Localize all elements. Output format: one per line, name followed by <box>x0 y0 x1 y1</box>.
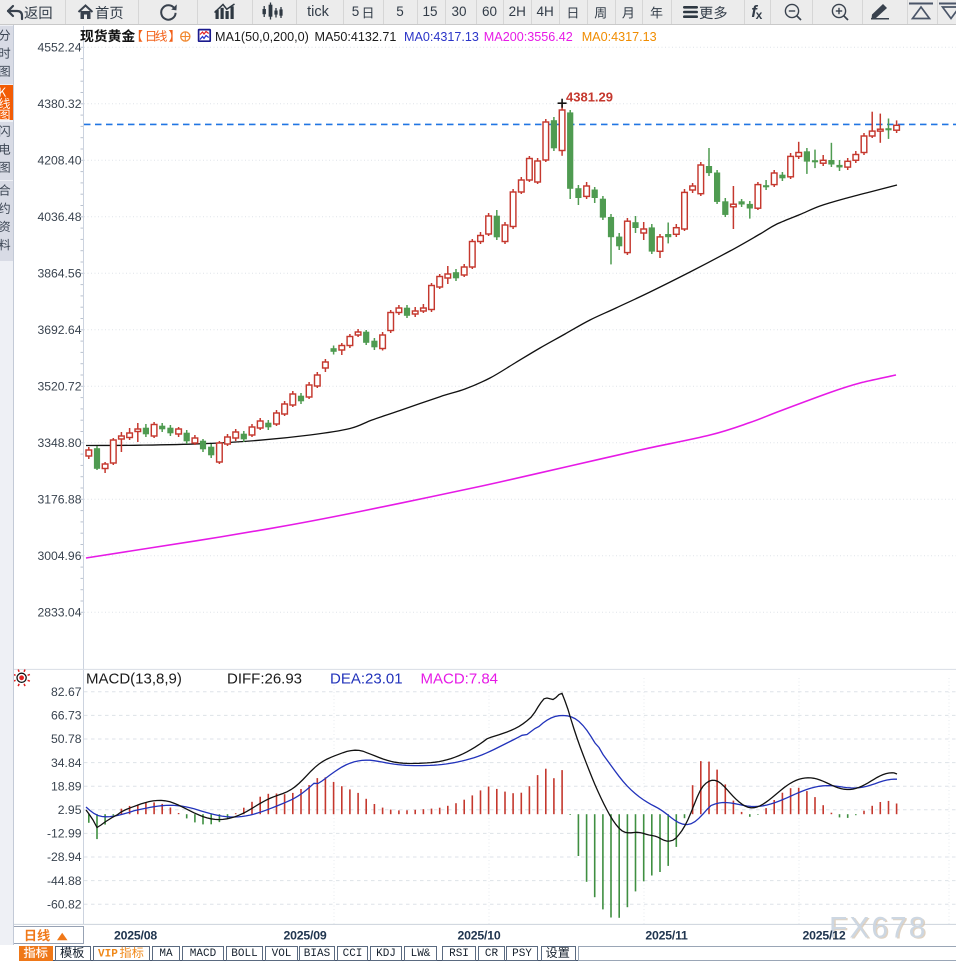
svg-text:-28.94: -28.94 <box>47 850 82 864</box>
svg-text:66.73: 66.73 <box>51 709 82 723</box>
svg-text:MACD(13,8,9): MACD(13,8,9) <box>86 671 182 688</box>
svg-text:MACD:7.84: MACD:7.84 <box>421 671 499 688</box>
svg-text:FX678: FX678 <box>831 913 929 946</box>
svg-text:-60.82: -60.82 <box>47 897 82 911</box>
svg-text:3176.88: 3176.88 <box>37 493 81 507</box>
svg-text:50.78: 50.78 <box>51 732 82 746</box>
svg-text:82.67: 82.67 <box>51 685 82 699</box>
svg-text:-12.99: -12.99 <box>47 827 82 841</box>
svg-text:4381.29: 4381.29 <box>566 90 613 105</box>
svg-text:4036.48: 4036.48 <box>37 210 81 224</box>
svg-text:2833.04: 2833.04 <box>37 606 81 620</box>
svg-text:4552.24: 4552.24 <box>37 41 81 55</box>
svg-text:MA0:4317.13: MA0:4317.13 <box>582 30 657 44</box>
svg-text:MA50:4132.71: MA50:4132.71 <box>315 30 397 44</box>
svg-text:2025/11: 2025/11 <box>645 929 688 943</box>
svg-text:-44.88: -44.88 <box>47 874 82 888</box>
svg-text:2.95: 2.95 <box>58 803 82 817</box>
svg-text:18.89: 18.89 <box>51 779 82 793</box>
svg-text:MA0:4317.13: MA0:4317.13 <box>404 30 479 44</box>
svg-text:3348.80: 3348.80 <box>37 436 81 450</box>
svg-text:2025/12: 2025/12 <box>802 929 845 943</box>
svg-text:4208.40: 4208.40 <box>37 154 81 168</box>
svg-text:3864.56: 3864.56 <box>37 267 81 281</box>
svg-text:MA1(50,0,200,0): MA1(50,0,200,0) <box>215 30 309 44</box>
svg-text:2025/08: 2025/08 <box>114 929 157 943</box>
svg-text:MA200:3556.42: MA200:3556.42 <box>484 30 573 44</box>
svg-text:2025/09: 2025/09 <box>283 929 326 943</box>
svg-text:4380.32: 4380.32 <box>37 97 81 111</box>
svg-text:3692.64: 3692.64 <box>37 323 81 337</box>
svg-text:3004.96: 3004.96 <box>37 549 81 563</box>
svg-text:34.84: 34.84 <box>51 756 82 770</box>
svg-text:DEA:23.01: DEA:23.01 <box>330 671 403 688</box>
svg-text:FX678: FX678 <box>829 912 927 945</box>
svg-text:DIFF:26.93: DIFF:26.93 <box>227 671 302 688</box>
svg-text:2025/10: 2025/10 <box>457 929 500 943</box>
svg-text:3520.72: 3520.72 <box>37 380 81 394</box>
